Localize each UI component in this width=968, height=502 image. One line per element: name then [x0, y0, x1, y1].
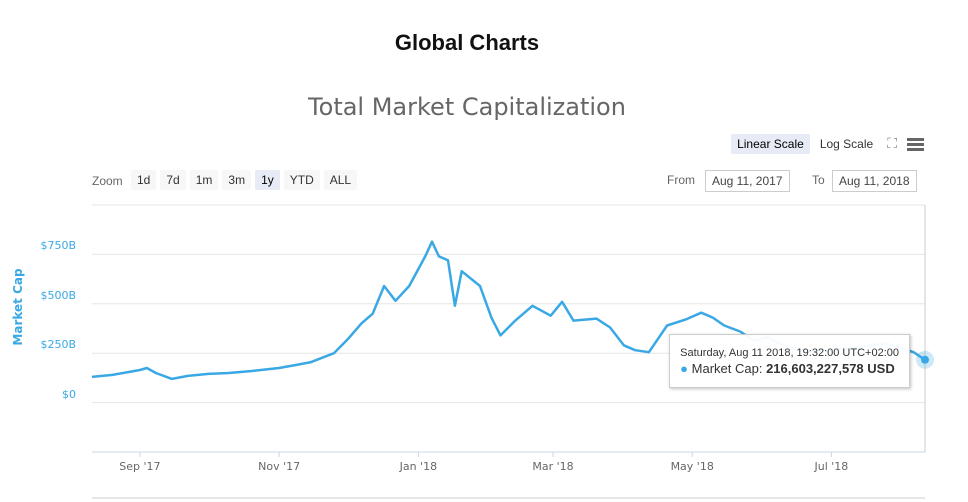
to-label: To — [812, 173, 825, 187]
y-tick-label: $750B — [40, 239, 76, 253]
y-tick-label: $0 — [62, 387, 76, 401]
x-tick-label: Nov '17 — [258, 460, 301, 473]
zoom-all-button[interactable]: ALL — [323, 170, 358, 190]
zoom-1m-button[interactable]: 1m — [189, 170, 219, 190]
y-tick-label: $250B — [40, 338, 76, 352]
zoom-label: Zoom — [92, 174, 123, 188]
x-tick-label: Jul '18 — [814, 460, 849, 473]
zoom-buttons: 1d 7d 1m 3m 1y YTD ALL — [131, 170, 358, 190]
scale-toolbar: Linear Scale Log Scale ⛶ — [731, 134, 924, 154]
menu-icon[interactable] — [907, 137, 924, 151]
y-tick-label: $500B — [40, 288, 76, 302]
tooltip-series: Market Cap: — [691, 361, 767, 376]
series-dot-icon: ● — [680, 361, 689, 376]
x-tick-label: Jan '18 — [399, 460, 438, 473]
fullscreen-icon[interactable]: ⛶ — [887, 136, 897, 152]
from-label: From — [667, 173, 695, 187]
tooltip: Saturday, Aug 11 2018, 19:32:00 UTC+02:0… — [669, 334, 910, 388]
x-tick-label: May '18 — [670, 460, 714, 473]
zoom-1d-button[interactable]: 1d — [131, 170, 157, 190]
x-tick-label: Sep '17 — [119, 460, 161, 473]
from-date-input[interactable]: Aug 11, 2017 — [705, 170, 790, 192]
x-tick-label: Mar '18 — [532, 460, 574, 473]
tooltip-value: 216,603,227,578 USD — [766, 361, 895, 376]
zoom-3m-button[interactable]: 3m — [222, 170, 252, 190]
linear-scale-button[interactable]: Linear Scale — [731, 134, 810, 154]
zoom-7d-button[interactable]: 7d — [160, 170, 186, 190]
log-scale-button[interactable]: Log Scale — [819, 137, 874, 151]
hover-point[interactable] — [921, 355, 929, 364]
tooltip-date: Saturday, Aug 11 2018, 19:32:00 UTC+02:0… — [680, 347, 899, 359]
zoom-1y-button[interactable]: 1y — [255, 170, 280, 190]
page-heading: Global Charts — [394, 30, 540, 55]
chart-title: Total Market Capitalization — [308, 93, 626, 121]
zoom-ytd-button[interactable]: YTD — [283, 170, 320, 190]
to-date-input[interactable]: Aug 11, 2018 — [832, 170, 917, 192]
